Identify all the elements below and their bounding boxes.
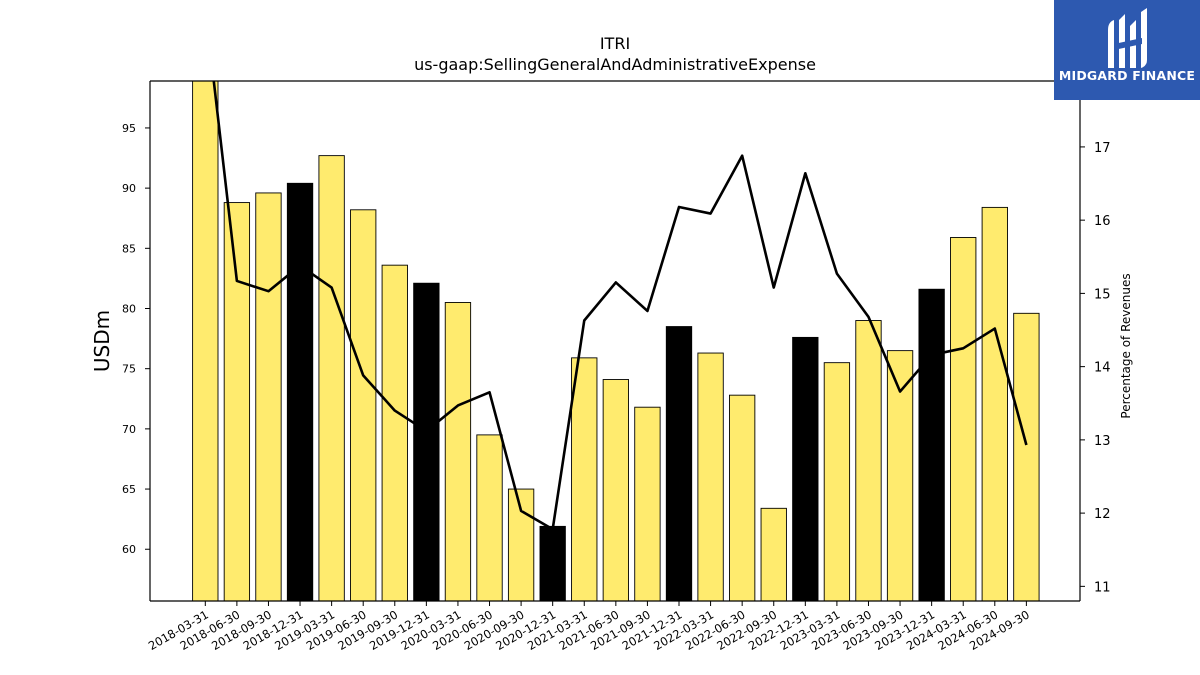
bar-2019-06-30 xyxy=(350,209,377,601)
y2-tick-label: 11 xyxy=(1094,580,1111,595)
bar-2021-12-31 xyxy=(665,326,693,601)
bar-2019-03-31 xyxy=(318,155,345,601)
bar-2022-06-30 xyxy=(729,394,756,601)
chart-subtitle: us-gaap:SellingGeneralAndAdministrativeE… xyxy=(414,55,816,74)
y2-tick-label: 12 xyxy=(1094,507,1111,522)
percentage-line xyxy=(212,81,1028,531)
bar-2021-09-30 xyxy=(634,406,661,601)
bar-2022-03-31 xyxy=(697,352,724,601)
bar-2020-06-30 xyxy=(476,434,503,601)
bar-2020-12-31 xyxy=(539,525,566,601)
bar-2023-03-31 xyxy=(823,362,851,601)
y2-tick-label: 13 xyxy=(1094,434,1111,449)
bar-2024-03-31 xyxy=(950,237,977,601)
bar-2021-03-31 xyxy=(571,357,598,601)
bar-2018-12-31 xyxy=(286,182,314,601)
bar-2024-06-30 xyxy=(981,206,1008,601)
bar-2022-09-30 xyxy=(760,507,787,601)
bar-series xyxy=(192,81,1040,601)
brand-logo: MIDGARD FINANCE xyxy=(1054,0,1200,100)
bar-2022-12-31 xyxy=(792,336,819,601)
y-tick-label: 90 xyxy=(122,182,136,195)
y2-tick-label: 15 xyxy=(1094,287,1111,302)
logo-mark-icon xyxy=(1108,8,1147,68)
bar-2019-09-30 xyxy=(381,264,408,601)
bar-2023-12-31 xyxy=(918,288,945,601)
bar-2018-03-31 xyxy=(192,81,219,601)
y-tick-label: 85 xyxy=(122,242,136,255)
y-tick-label: 95 xyxy=(122,122,136,135)
y-axis-label: USDm xyxy=(90,310,114,372)
y2-tick-label: 17 xyxy=(1094,141,1111,156)
bar-2021-06-30 xyxy=(602,379,629,601)
y-tick-label: 80 xyxy=(122,303,136,316)
logo-text: MIDGARD FINANCE xyxy=(1058,68,1196,83)
bar-2020-09-30 xyxy=(507,488,535,601)
bar-2023-06-30 xyxy=(855,320,882,601)
bar-2023-09-30 xyxy=(886,350,914,601)
bar-2019-12-31 xyxy=(413,282,440,601)
y-tick-label: 65 xyxy=(122,483,136,496)
y-tick-label: 60 xyxy=(122,543,136,556)
y2-tick-label: 16 xyxy=(1094,214,1111,229)
y2-axis-label: Percentage of Revenues xyxy=(1119,273,1133,418)
y-tick-label: 70 xyxy=(122,423,136,436)
bar-2020-03-31 xyxy=(444,302,472,601)
y2-tick-label: 14 xyxy=(1094,361,1111,376)
chart-title-block: ITRI us-gaap:SellingGeneralAndAdministra… xyxy=(300,33,930,75)
y-tick-label: 75 xyxy=(122,363,136,376)
bar-2024-09-30 xyxy=(1013,312,1040,601)
chart-title: ITRI xyxy=(599,34,631,53)
bar-2018-09-30 xyxy=(255,192,282,601)
bar-2018-06-30 xyxy=(223,202,251,601)
